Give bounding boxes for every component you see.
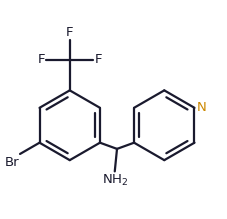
Text: F: F bbox=[37, 53, 45, 67]
Text: Br: Br bbox=[4, 156, 19, 169]
Text: F: F bbox=[66, 26, 73, 39]
Text: N: N bbox=[195, 101, 205, 114]
Text: NH$_2$: NH$_2$ bbox=[101, 173, 127, 188]
Text: F: F bbox=[94, 53, 101, 67]
